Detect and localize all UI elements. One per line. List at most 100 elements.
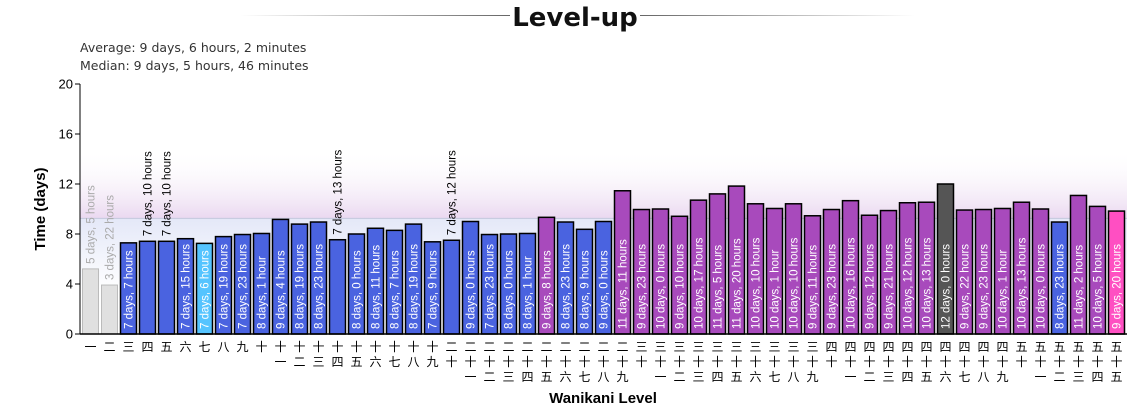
bar-label: 11 days, 5 hours (713, 245, 725, 329)
x-tick-label: 一 (654, 370, 666, 384)
bar-label: 7 days, 23 hours (485, 244, 497, 329)
x-tick-label: 十 (635, 355, 647, 369)
x-tick-label: 四 (521, 370, 533, 384)
bar-label: 11 days, 2 hours (1074, 245, 1086, 329)
bar-label: 3 days, 22 hours (105, 195, 117, 280)
x-tick-label: 八 (597, 370, 609, 384)
x-tick-label: 十 (1091, 355, 1103, 369)
x-tick-label: 三 (122, 340, 134, 354)
x-tick-label: 四 (901, 340, 913, 354)
x-tick-label: 十 (578, 355, 590, 369)
x-tick-label: 一 (274, 355, 286, 369)
x-tick-label: 二 (578, 340, 590, 354)
average-stat: Average: 9 days, 6 hours, 2 minutes (80, 40, 306, 55)
x-tick-label: 三 (312, 355, 324, 369)
x-tick-label: 十 (711, 355, 723, 369)
bar (138, 240, 157, 335)
x-tick-label: 四 (844, 340, 856, 354)
bar-label: 7 days, 7 hours (124, 250, 136, 329)
x-tick-label: 三 (502, 370, 514, 384)
x-tick-label: 一 (1034, 370, 1046, 384)
y-axis-label: Time (days) (32, 167, 49, 250)
x-tick-label: 九 (236, 340, 248, 354)
x-tick-label: 四 (958, 340, 970, 354)
bar-label: 8 days, 0 hours (504, 250, 516, 329)
x-tick-label: 八 (407, 355, 419, 369)
x-tick-label: 二 (616, 340, 628, 354)
x-tick-label: 六 (179, 340, 191, 354)
x-tick-label: 三 (692, 370, 704, 384)
x-tick-label: 三 (768, 340, 780, 354)
bar-label: 8 days, 9 hours (580, 250, 592, 329)
bar-label: 10 days, 0 hours (656, 244, 668, 329)
bar-label: 9 days, 0 hours (599, 250, 611, 329)
bar-label: 9 days, 23 hours (979, 244, 991, 329)
x-tick-label: 五 (1072, 340, 1084, 354)
bar-label: 7 days, 13 hours (333, 149, 345, 234)
x-tick-label: 三 (730, 340, 742, 354)
x-tick-label: 四 (331, 355, 343, 369)
x-tick-label: 十 (749, 355, 761, 369)
bar-label: 10 days, 10 hours (751, 237, 763, 329)
x-tick-label: 二 (293, 355, 305, 369)
x-tick-label: 三 (787, 340, 799, 354)
x-tick-label: 四 (141, 340, 153, 354)
x-tick-label: 七 (578, 370, 590, 384)
x-tick-label: 十 (806, 355, 818, 369)
x-tick-label: 十 (464, 355, 476, 369)
x-tick-label: 四 (977, 340, 989, 354)
x-tick-label: 十 (1034, 355, 1046, 369)
bar-label: 8 days, 1 hour (257, 256, 269, 329)
x-tick-label: 三 (692, 340, 704, 354)
bar-label: 12 days, 0 hours (941, 244, 953, 329)
bar-label: 8 days, 23 hours (314, 244, 326, 329)
bar-label: 10 days, 1 hour (770, 250, 782, 329)
bar-label: 10 days, 13 hours (922, 237, 934, 329)
bar-label: 7 days, 12 hours (447, 150, 459, 235)
x-tick-label: 七 (958, 370, 970, 384)
bar-label: 9 days, 20 hours (1112, 244, 1124, 329)
x-tick-label: 十 (825, 355, 837, 369)
x-tick-label: 十 (768, 355, 780, 369)
x-tick-label: 八 (977, 370, 989, 384)
y-axis: 0 4 8 12 16 20 (59, 77, 81, 342)
x-tick-label: 三 (654, 340, 666, 354)
title-rule-left (240, 15, 510, 16)
x-tick-label: 五 (540, 370, 552, 384)
y-tick-label: 12 (59, 177, 73, 192)
x-tick-label: 十 (274, 340, 286, 354)
bar-label: 10 days, 0 hours (1036, 244, 1048, 329)
x-tick-label: 六 (749, 370, 761, 384)
bar-label: 8 days, 19 hours (295, 244, 307, 329)
x-tick-label: 十 (426, 340, 438, 354)
x-tick-label: 四 (825, 340, 837, 354)
x-tick-label: 五 (1091, 340, 1103, 354)
x-tick-label: 十 (388, 340, 400, 354)
above-average-band (80, 148, 1127, 219)
x-tick-label: 二 (445, 340, 457, 354)
x-tick-label: 三 (882, 370, 894, 384)
x-tick-label: 六 (559, 370, 571, 384)
x-tick-label: 八 (787, 370, 799, 384)
bar-label: 11 days, 11 hours (618, 239, 630, 329)
x-tick-label: 七 (388, 355, 400, 369)
bar-label: 10 days, 13 hours (1017, 237, 1029, 329)
x-tick-label: 七 (768, 370, 780, 384)
x-tick-label: 十 (1053, 355, 1065, 369)
x-tick-label: 十 (692, 355, 704, 369)
bar-label: 9 days, 21 hours (884, 244, 896, 329)
x-tick-label: 十 (673, 355, 685, 369)
y-tick-label: 8 (66, 227, 73, 242)
bar (328, 238, 347, 335)
bar-label: 5 days, 5 hours (86, 185, 98, 264)
x-tick-label: 十 (901, 355, 913, 369)
x-tick-label: 十 (787, 355, 799, 369)
x-tick-label: 十 (958, 355, 970, 369)
bar-label: 8 days, 1 hour (523, 256, 535, 329)
x-tick-label: 十 (407, 340, 419, 354)
x-tick-label: 四 (1091, 370, 1103, 384)
x-tick-label: 十 (521, 355, 533, 369)
x-tick-label: 三 (711, 340, 723, 354)
bar-label: 8 days, 0 hours (352, 250, 364, 329)
